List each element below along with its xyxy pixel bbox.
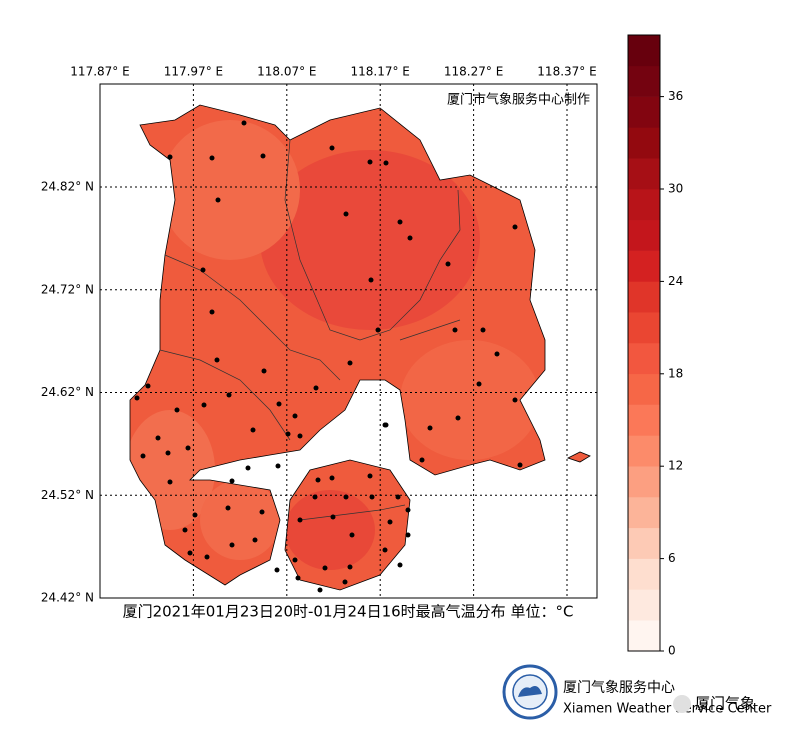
colorbar-band bbox=[628, 466, 660, 498]
lat-tick-label: 24.42° N bbox=[41, 591, 94, 605]
colorbar-band bbox=[628, 589, 660, 621]
colorbar-tick-label: 36 bbox=[668, 89, 683, 103]
colorbar-tick-label: 0 bbox=[668, 644, 676, 658]
coastline bbox=[129, 104, 591, 591]
colorbar-band bbox=[628, 250, 660, 282]
graticule: 117.87° E 117.97° E 118.07° E 118.17° E 118.… bbox=[41, 65, 597, 605]
colorbar-tick-label: 12 bbox=[668, 459, 683, 473]
lat-tick-label: 24.62° N bbox=[41, 385, 94, 399]
colorbar-band bbox=[628, 65, 660, 97]
lon-tick-label: 118.37° E bbox=[537, 65, 596, 79]
colorbar-band bbox=[628, 343, 660, 375]
lon-tick-label: 118.27° E bbox=[444, 65, 503, 79]
lon-tick-label: 117.87° E bbox=[70, 65, 129, 79]
lon-tick-label: 118.07° E bbox=[257, 65, 316, 79]
lat-tick-label: 24.52° N bbox=[41, 488, 94, 502]
colorbar-band bbox=[628, 558, 660, 590]
colorbar-band bbox=[628, 497, 660, 529]
colorbar-band bbox=[628, 158, 660, 190]
colorbar-tick-label: 30 bbox=[668, 182, 683, 196]
colorbar-frame bbox=[627, 34, 661, 652]
colorbar-tick-label: 18 bbox=[668, 366, 683, 380]
logo: 厦门气象服务中心 Xiamen Weather Service Center 厦… bbox=[502, 664, 772, 720]
district-boundaries bbox=[159, 139, 461, 521]
colorbar-band bbox=[628, 189, 660, 221]
credit: 厦门市气象服务中心制作 bbox=[447, 92, 590, 108]
colorbar-band bbox=[628, 404, 660, 436]
colorbar-band bbox=[628, 373, 660, 405]
colorbar: 0 6 12 18 24 30 36 bbox=[627, 34, 683, 658]
watermark: 厦门气象 bbox=[695, 695, 755, 713]
colorbar-tick-label: 24 bbox=[668, 274, 683, 288]
colorbar-band bbox=[628, 435, 660, 467]
caption: 厦门2021年01月23日20时-01月24日16时最高气温分布 单位：°C bbox=[123, 603, 574, 621]
colorbar-band bbox=[628, 312, 660, 344]
colorbar-band bbox=[628, 527, 660, 559]
stations bbox=[134, 120, 523, 593]
colorbar-band bbox=[628, 281, 660, 313]
colorbar-band bbox=[628, 96, 660, 128]
lat-tick-label: 24.82° N bbox=[41, 180, 94, 194]
lon-tick-label: 117.97° E bbox=[164, 65, 223, 79]
logo-name-en: Xiamen Weather Service Center bbox=[563, 702, 772, 717]
colorbar-band bbox=[628, 35, 660, 67]
lat-tick-label: 24.72° N bbox=[41, 282, 94, 296]
colorbar-band bbox=[628, 219, 660, 251]
lon-tick-label: 118.17° E bbox=[351, 65, 410, 79]
colorbar-band bbox=[628, 127, 660, 159]
colorbar-band bbox=[628, 620, 660, 652]
colorbar-tick-label: 6 bbox=[668, 551, 676, 565]
logo-name: 厦门气象服务中心 bbox=[563, 680, 675, 696]
